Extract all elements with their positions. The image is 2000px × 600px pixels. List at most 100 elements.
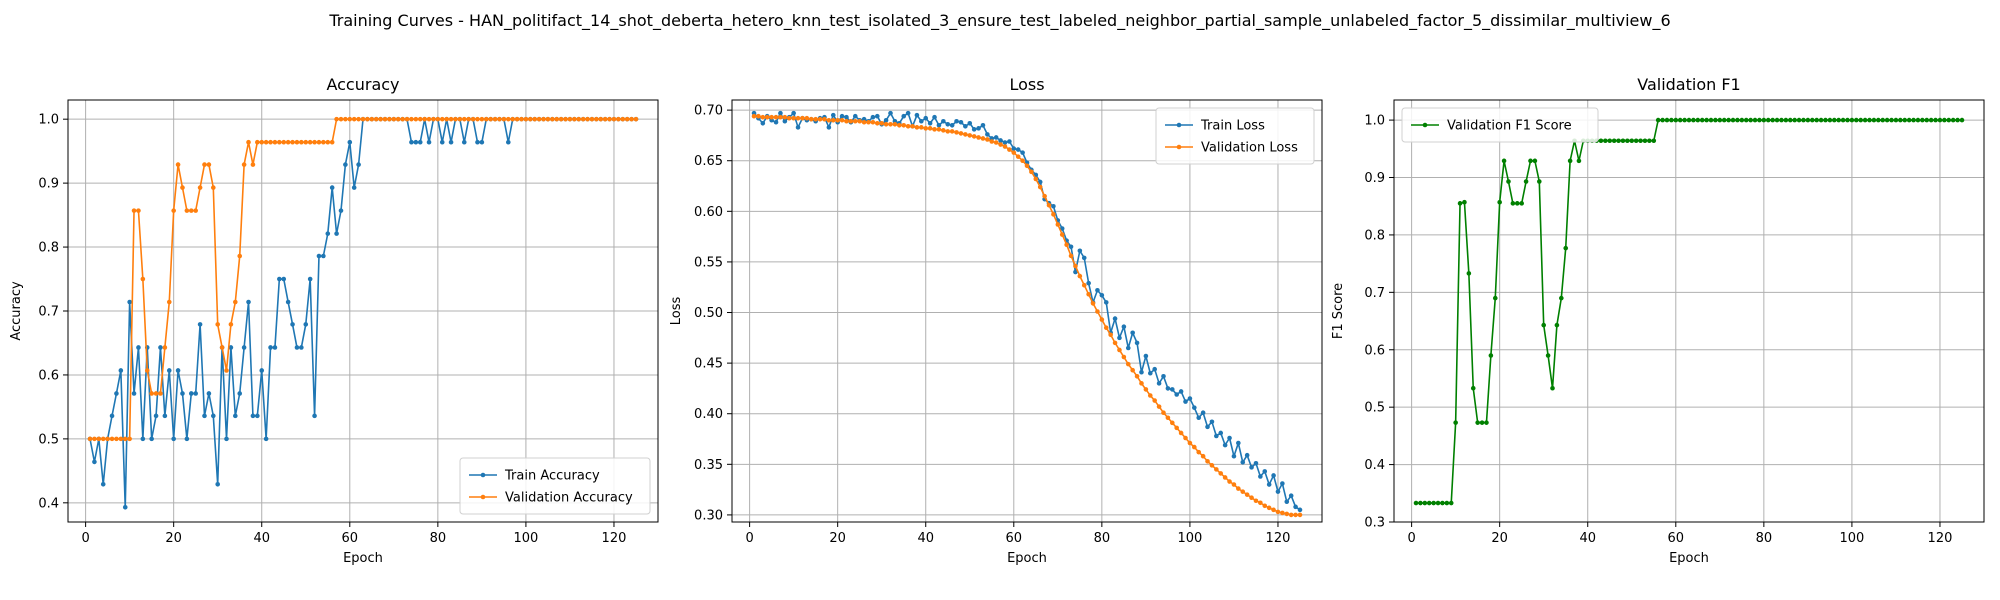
data-point <box>572 116 577 122</box>
x-tick-label: 0 <box>745 531 753 546</box>
data-point <box>875 120 880 126</box>
data-point <box>1200 410 1206 416</box>
data-point <box>1147 370 1153 376</box>
x-tick-label: 80 <box>1094 531 1111 546</box>
data-point <box>629 116 634 122</box>
data-point <box>1143 387 1149 392</box>
data-point <box>391 116 397 122</box>
data-point <box>1073 269 1078 275</box>
data-point <box>426 139 432 145</box>
data-point <box>1244 492 1250 497</box>
x-tick-label: 0 <box>81 531 89 546</box>
data-point <box>1528 158 1533 164</box>
data-point <box>1779 117 1784 123</box>
data-point <box>1673 117 1679 123</box>
data-point <box>594 116 599 122</box>
data-point <box>1007 147 1012 152</box>
data-point <box>1077 273 1083 279</box>
data-point <box>1457 201 1463 206</box>
subplot-title: Validation F1 <box>1637 75 1740 94</box>
data-point <box>1730 117 1736 123</box>
data-point <box>1603 138 1608 144</box>
data-point <box>1033 176 1039 182</box>
data-point <box>506 116 511 122</box>
x-tick-label: 80 <box>1756 531 1773 546</box>
legend-label: Validation F1 Score <box>1447 119 1572 134</box>
data-point <box>1550 385 1555 391</box>
data-point <box>1761 117 1767 123</box>
data-point <box>870 114 876 120</box>
data-point <box>985 132 990 137</box>
data-point <box>1262 469 1268 474</box>
data-point <box>519 116 524 122</box>
data-point <box>215 481 220 487</box>
data-point <box>1214 467 1219 472</box>
data-point <box>1563 245 1569 251</box>
data-point <box>1523 179 1529 184</box>
data-point <box>751 113 757 119</box>
data-point <box>919 125 924 130</box>
data-point <box>1871 117 1877 123</box>
data-point <box>1854 117 1859 123</box>
data-point <box>431 116 436 122</box>
x-tick-label: 120 <box>602 531 627 546</box>
data-point <box>347 139 353 145</box>
data-point <box>448 116 454 122</box>
data-point <box>532 116 538 122</box>
data-point <box>259 139 265 145</box>
data-point <box>127 436 132 442</box>
data-point <box>321 253 326 259</box>
data-point <box>281 139 287 145</box>
data-point <box>268 345 273 350</box>
y-tick-label: 0.4 <box>38 496 59 511</box>
data-point <box>993 140 999 145</box>
data-point <box>1611 138 1617 144</box>
data-point <box>466 116 471 122</box>
data-point <box>971 134 977 139</box>
legend-box <box>459 457 651 515</box>
data-point <box>901 123 907 128</box>
data-point <box>325 231 331 236</box>
data-point <box>140 436 146 442</box>
data-point <box>941 118 946 124</box>
data-point <box>1567 158 1573 164</box>
data-point <box>941 128 946 133</box>
data-point <box>237 253 243 259</box>
data-point <box>826 125 832 130</box>
data-point <box>914 112 920 118</box>
subplot-title: Accuracy <box>326 75 399 94</box>
data-point <box>1682 117 1687 123</box>
y-tick-label: 0.5 <box>1364 401 1385 416</box>
data-point <box>839 113 845 119</box>
x-tick-label: 60 <box>1668 531 1685 546</box>
data-point <box>149 436 154 442</box>
data-point <box>202 162 207 167</box>
data-point <box>277 139 282 145</box>
data-point <box>131 391 137 396</box>
data-point <box>1073 263 1078 269</box>
data-point <box>347 116 353 122</box>
data-point <box>839 117 845 123</box>
data-point <box>1435 500 1441 506</box>
data-point <box>1470 385 1476 391</box>
data-point <box>835 117 840 123</box>
data-point <box>1642 138 1648 144</box>
series-validation-loss <box>751 113 1303 518</box>
data-point <box>219 345 225 350</box>
data-point <box>1880 117 1886 123</box>
data-point <box>1677 117 1683 123</box>
data-point <box>439 116 445 122</box>
subplot-title: Loss <box>1009 75 1044 94</box>
data-point <box>409 139 414 145</box>
data-point <box>1620 138 1626 144</box>
data-point <box>1187 396 1193 401</box>
plot-frame <box>731 99 1323 523</box>
data-point <box>1029 169 1034 175</box>
data-point <box>914 125 920 130</box>
data-point <box>852 113 858 119</box>
legend: Train Loss Validation Loss <box>1155 107 1315 165</box>
data-point <box>193 208 198 213</box>
data-point <box>1095 309 1100 314</box>
x-tick-label: 120 <box>1928 531 1953 546</box>
data-point <box>782 114 788 120</box>
